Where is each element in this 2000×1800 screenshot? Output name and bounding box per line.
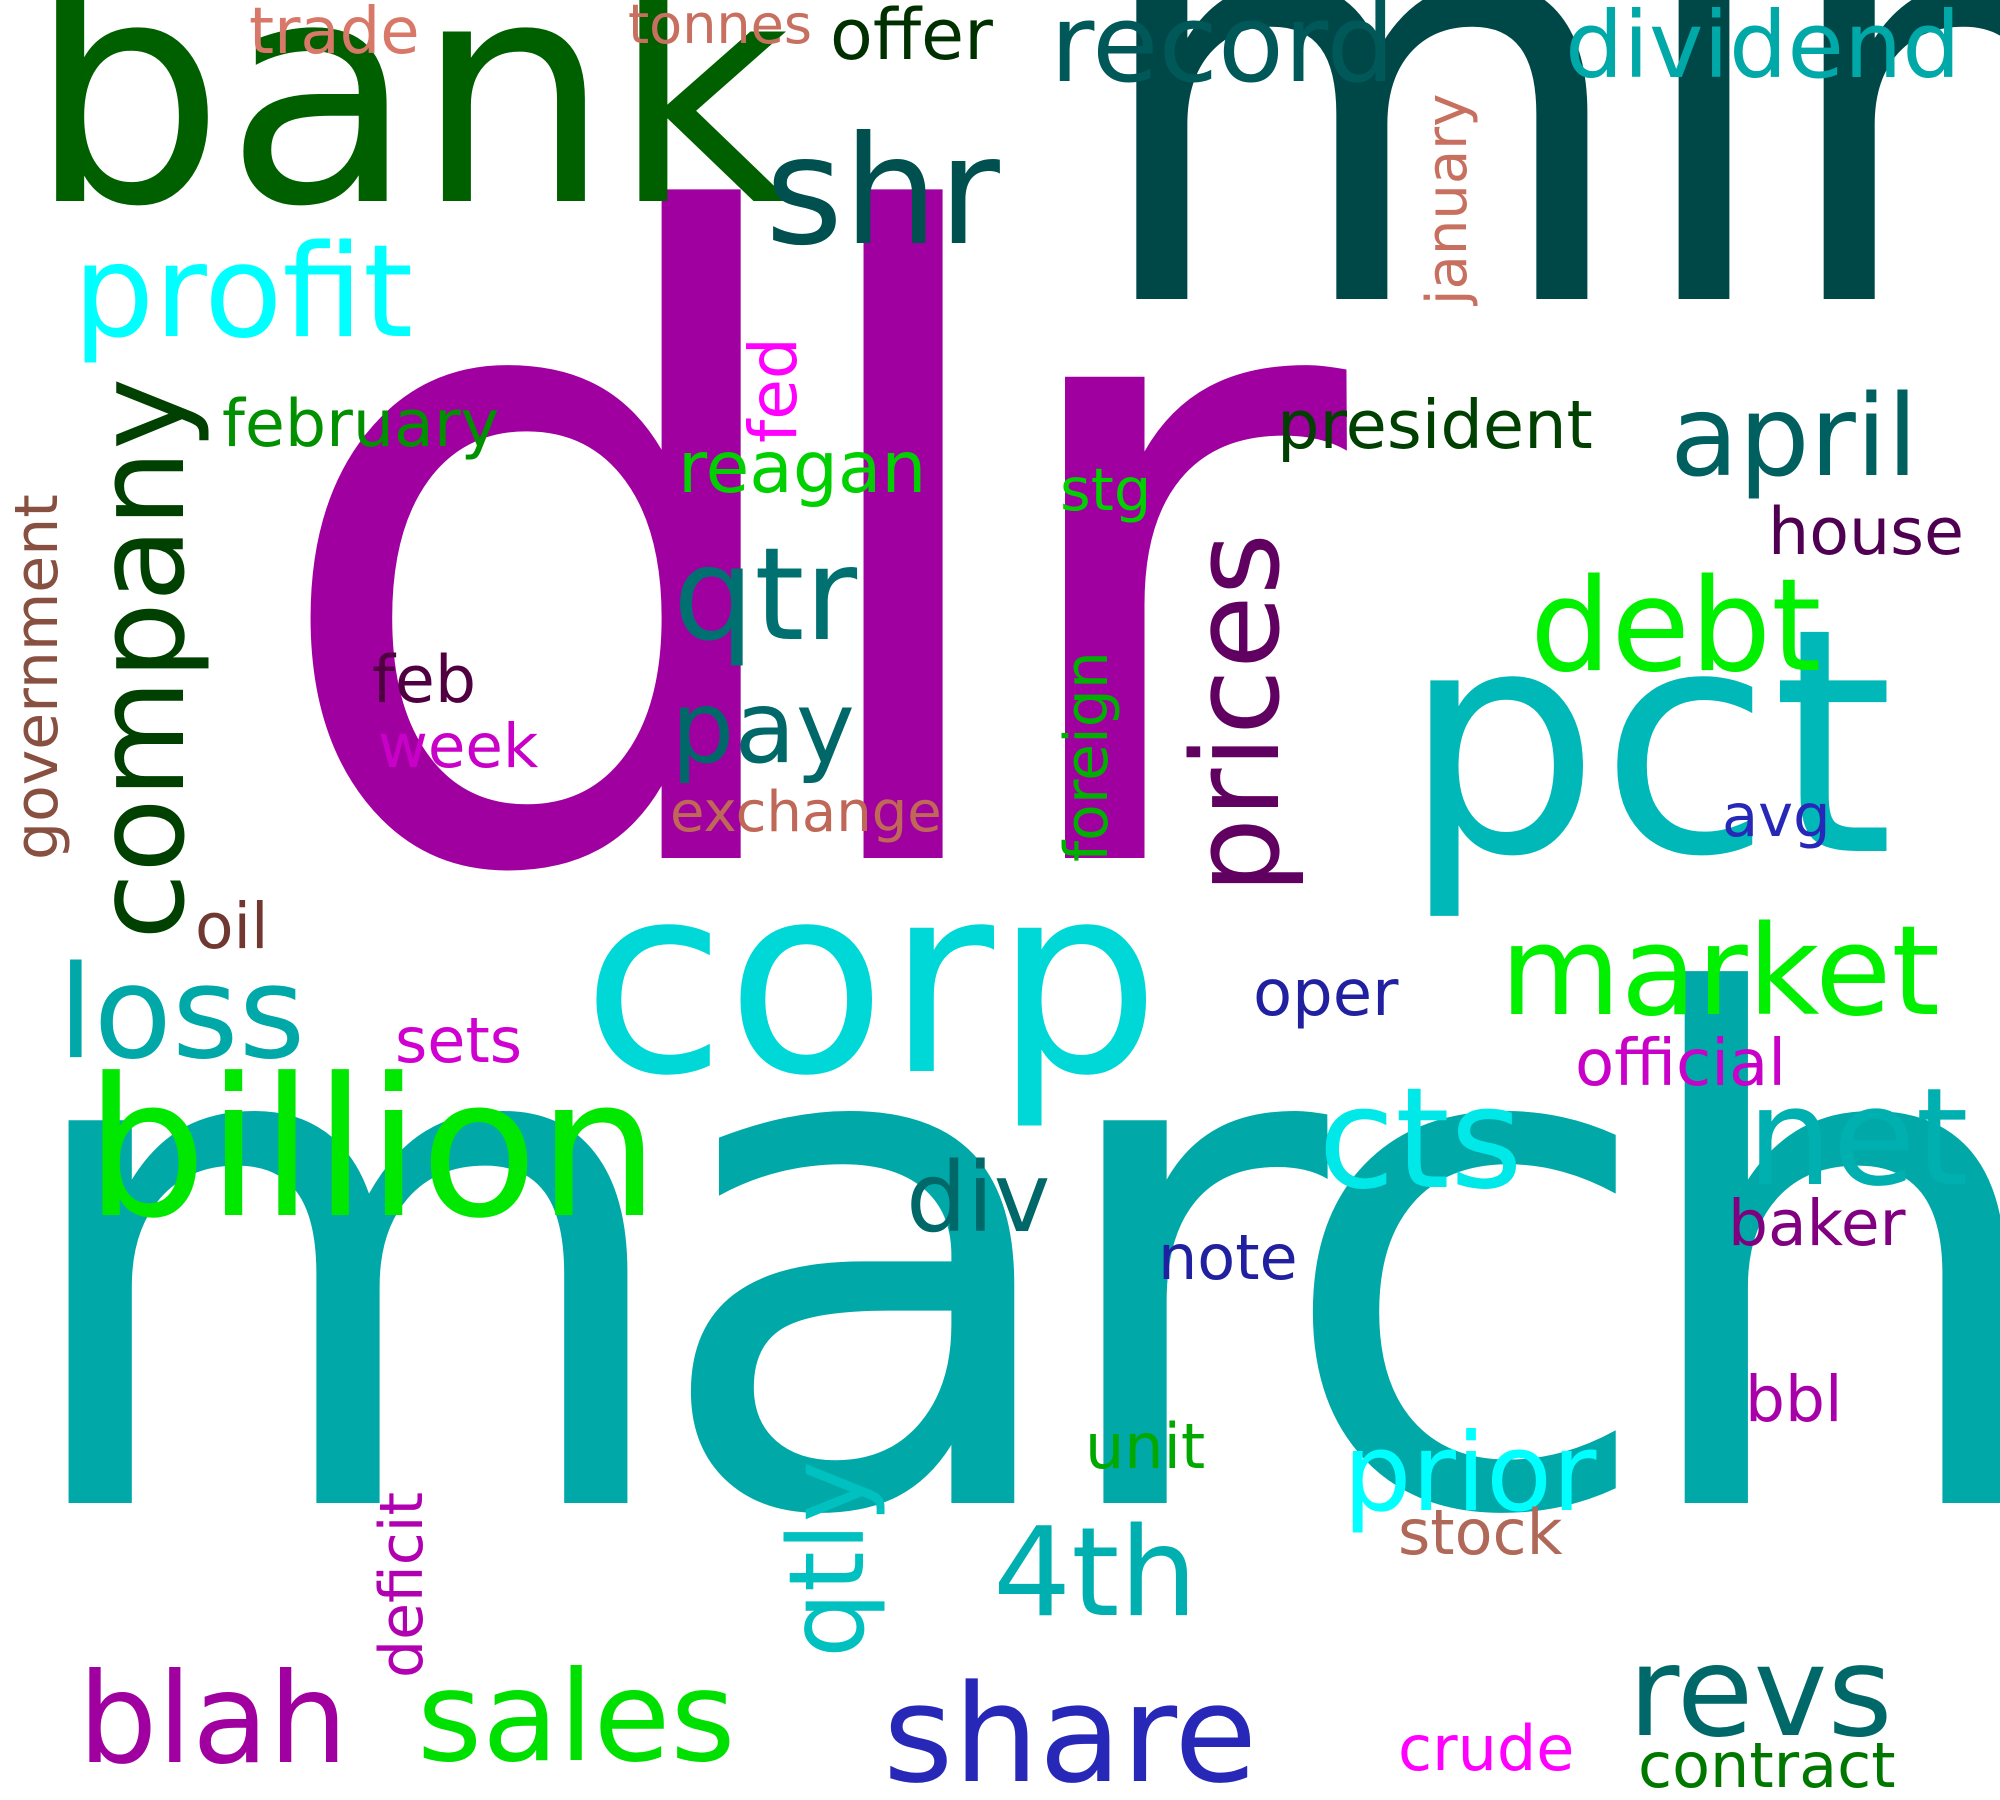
word-unit: unit [1085, 1410, 1206, 1483]
word-prior: prior [1343, 1411, 1597, 1536]
word-february: february [222, 387, 500, 462]
word-debt: debt [1530, 552, 1822, 701]
word-stg: stg [1060, 455, 1152, 524]
word-div: div [906, 1142, 1051, 1254]
word-share: share [883, 1656, 1258, 1800]
word-trade: trade [249, 0, 420, 69]
word-government: government [2, 494, 72, 860]
word-oil: oil [195, 890, 269, 963]
word-stock: stock [1398, 1496, 1563, 1569]
word-mln: mln [1085, 0, 2000, 433]
word-company: company [70, 377, 212, 940]
word-net: net [1747, 1059, 1969, 1216]
word-pay: pay [671, 669, 855, 786]
word-billion: billion [85, 1038, 660, 1261]
word-week: week [378, 711, 539, 782]
word-pct: pct [1402, 561, 1894, 925]
word-sales: sales [417, 1645, 736, 1790]
word-crude: crude [1398, 1712, 1575, 1785]
word-market: market [1500, 900, 1941, 1044]
word-official: official [1575, 1027, 1786, 1101]
word-qtly: qtly [766, 1460, 888, 1658]
word-house: house [1768, 495, 1965, 570]
word-feb: feb [372, 643, 477, 718]
word-january: january [1415, 93, 1480, 305]
word-prices: prices [1168, 532, 1307, 894]
word-president: president [1277, 386, 1593, 464]
word-4th: 4th [993, 1502, 1198, 1645]
word-sets: sets [395, 1004, 523, 1077]
word-dividend: dividend [1565, 0, 1961, 99]
word-foreign: foreign [1052, 651, 1122, 862]
word-tonnes: tonnes [628, 0, 813, 56]
word-dlr: dlr [262, 41, 1347, 1066]
word-avg: avg [1722, 781, 1831, 850]
word-baker: baker [1728, 1187, 1906, 1260]
word-exchange: exchange [670, 780, 942, 845]
word-bbl: bbl [1745, 1363, 1843, 1436]
word-shr: shr [765, 105, 1000, 279]
word-revs: revs [1628, 1620, 1893, 1765]
word-profit: profit [73, 218, 414, 367]
word-record: record [1050, 0, 1395, 107]
word-loss: loss [58, 939, 306, 1088]
word-march: march [5, 854, 2000, 1669]
word-oper: oper [1253, 957, 1399, 1031]
word-contract: contract [1638, 1729, 1896, 1800]
word-qtr: qtr [673, 521, 858, 670]
word-corp: corp [582, 828, 1161, 1133]
word-bank: bank [28, 0, 791, 275]
word-april: april [1670, 372, 1919, 502]
word-note: note [1158, 1221, 1298, 1294]
word-cts: cts [1318, 1058, 1523, 1221]
word-offer: offer [830, 0, 993, 76]
word-reagan: reagan [678, 426, 927, 509]
word-blah: blah [78, 1647, 348, 1792]
